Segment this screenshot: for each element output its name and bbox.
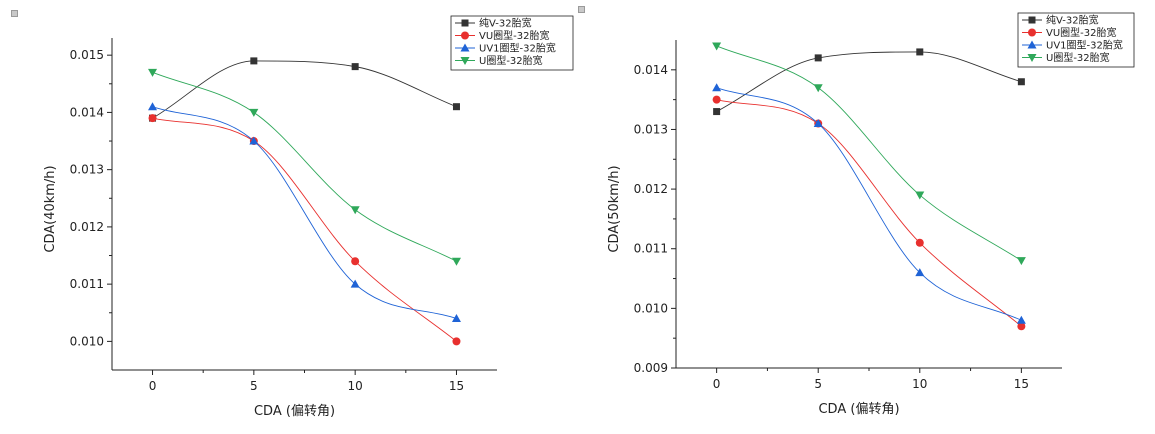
legend-marker bbox=[461, 31, 469, 40]
data-point bbox=[148, 102, 158, 111]
legend-marker bbox=[1028, 28, 1036, 37]
series-line bbox=[152, 106, 457, 319]
legend-marker bbox=[460, 43, 470, 52]
data-point bbox=[915, 191, 925, 200]
data-point bbox=[250, 57, 258, 65]
data-point bbox=[713, 108, 721, 116]
corner-marker-icon bbox=[11, 10, 18, 17]
legend-marker bbox=[461, 19, 469, 27]
series-line bbox=[716, 51, 1022, 112]
data-point bbox=[915, 238, 924, 247]
y-tick-label: 0.012 bbox=[634, 182, 668, 196]
y-tick-label: 0.009 bbox=[634, 361, 668, 375]
y-axis-label: CDA(50km/h) bbox=[607, 165, 622, 252]
legend-item-label: U圈型-32胎宽 bbox=[1046, 51, 1110, 64]
data-point bbox=[916, 48, 924, 56]
data-point bbox=[148, 68, 158, 77]
data-point bbox=[1016, 315, 1026, 324]
series-line bbox=[152, 117, 457, 342]
y-tick-label: 0.015 bbox=[70, 48, 104, 62]
legend-item-label: U圈型-32胎宽 bbox=[479, 54, 543, 67]
y-axis-label: CDA(40km/h) bbox=[43, 165, 58, 252]
data-point bbox=[452, 337, 461, 346]
data-point bbox=[351, 257, 360, 266]
x-tick-label: 0 bbox=[149, 379, 157, 393]
x-tick-label: 10 bbox=[912, 377, 927, 391]
chart-panel-2: 0 5 10 15 0.009 0.010 0.011 0.012 0.013 0.014 CDA … bbox=[607, 12, 1135, 417]
x-axis-label: CDA (偏转角) bbox=[254, 404, 335, 419]
x-axis-label: CDA (偏转角) bbox=[818, 402, 899, 417]
data-point bbox=[814, 54, 822, 62]
series-line bbox=[716, 99, 1022, 327]
data-point bbox=[1016, 257, 1026, 266]
legend-marker bbox=[1028, 16, 1036, 24]
corner-marker-icon bbox=[578, 6, 585, 13]
y-tick-label: 0.011 bbox=[70, 277, 104, 291]
data-point bbox=[712, 42, 722, 51]
series-line bbox=[152, 71, 457, 262]
x-tick-label: 5 bbox=[250, 379, 258, 393]
data-point bbox=[249, 108, 259, 117]
y-tick-label: 0.014 bbox=[634, 63, 668, 77]
y-tick-label: 0.010 bbox=[70, 334, 104, 348]
legend-item-label: VU圈型-32胎宽 bbox=[479, 29, 550, 42]
chart-panel-1: 0 5 10 15 0.010 0.011 0.012 0.013 0.014 0.015 CDA … bbox=[43, 15, 574, 419]
y-tick-label: 0.011 bbox=[634, 242, 668, 256]
data-point bbox=[451, 313, 461, 322]
series-line bbox=[152, 60, 457, 119]
legend-item-label: UV1圈型-32胎宽 bbox=[479, 42, 556, 55]
y-tick-label: 0.012 bbox=[70, 220, 104, 234]
data-point bbox=[249, 136, 259, 145]
data-point bbox=[350, 279, 360, 288]
legend-item-label: UV1圈型-32胎宽 bbox=[1046, 39, 1123, 52]
series-line bbox=[716, 45, 1022, 262]
x-tick-label: 15 bbox=[1014, 377, 1029, 391]
x-tick-label: 10 bbox=[348, 379, 363, 393]
y-tick-label: 0.014 bbox=[70, 105, 104, 119]
legend-item-label: VU圈型-32胎宽 bbox=[1046, 26, 1117, 39]
data-point bbox=[915, 268, 925, 277]
y-tick-label: 0.013 bbox=[634, 122, 668, 136]
x-tick-label: 15 bbox=[449, 379, 464, 393]
y-tick-label: 0.010 bbox=[634, 301, 668, 315]
series-line bbox=[716, 87, 1022, 321]
legend-marker bbox=[1027, 40, 1037, 49]
data-point bbox=[452, 103, 460, 111]
data-point bbox=[350, 206, 360, 215]
data-point bbox=[712, 95, 721, 104]
data-point bbox=[1017, 322, 1026, 331]
x-tick-label: 5 bbox=[814, 377, 822, 391]
data-point bbox=[451, 257, 461, 266]
legend-marker bbox=[1027, 54, 1037, 62]
legend-item-label: 纯V-32胎宽 bbox=[1046, 14, 1099, 27]
legend-marker bbox=[460, 57, 470, 65]
legend-item-label: 纯V-32胎宽 bbox=[479, 17, 532, 30]
x-tick-label: 0 bbox=[713, 377, 721, 391]
data-point bbox=[813, 118, 823, 127]
data-point bbox=[712, 83, 722, 92]
y-tick-label: 0.013 bbox=[70, 163, 104, 177]
data-point bbox=[1017, 78, 1025, 86]
data-point bbox=[148, 114, 157, 123]
data-point bbox=[351, 63, 359, 71]
data-point bbox=[813, 84, 823, 93]
